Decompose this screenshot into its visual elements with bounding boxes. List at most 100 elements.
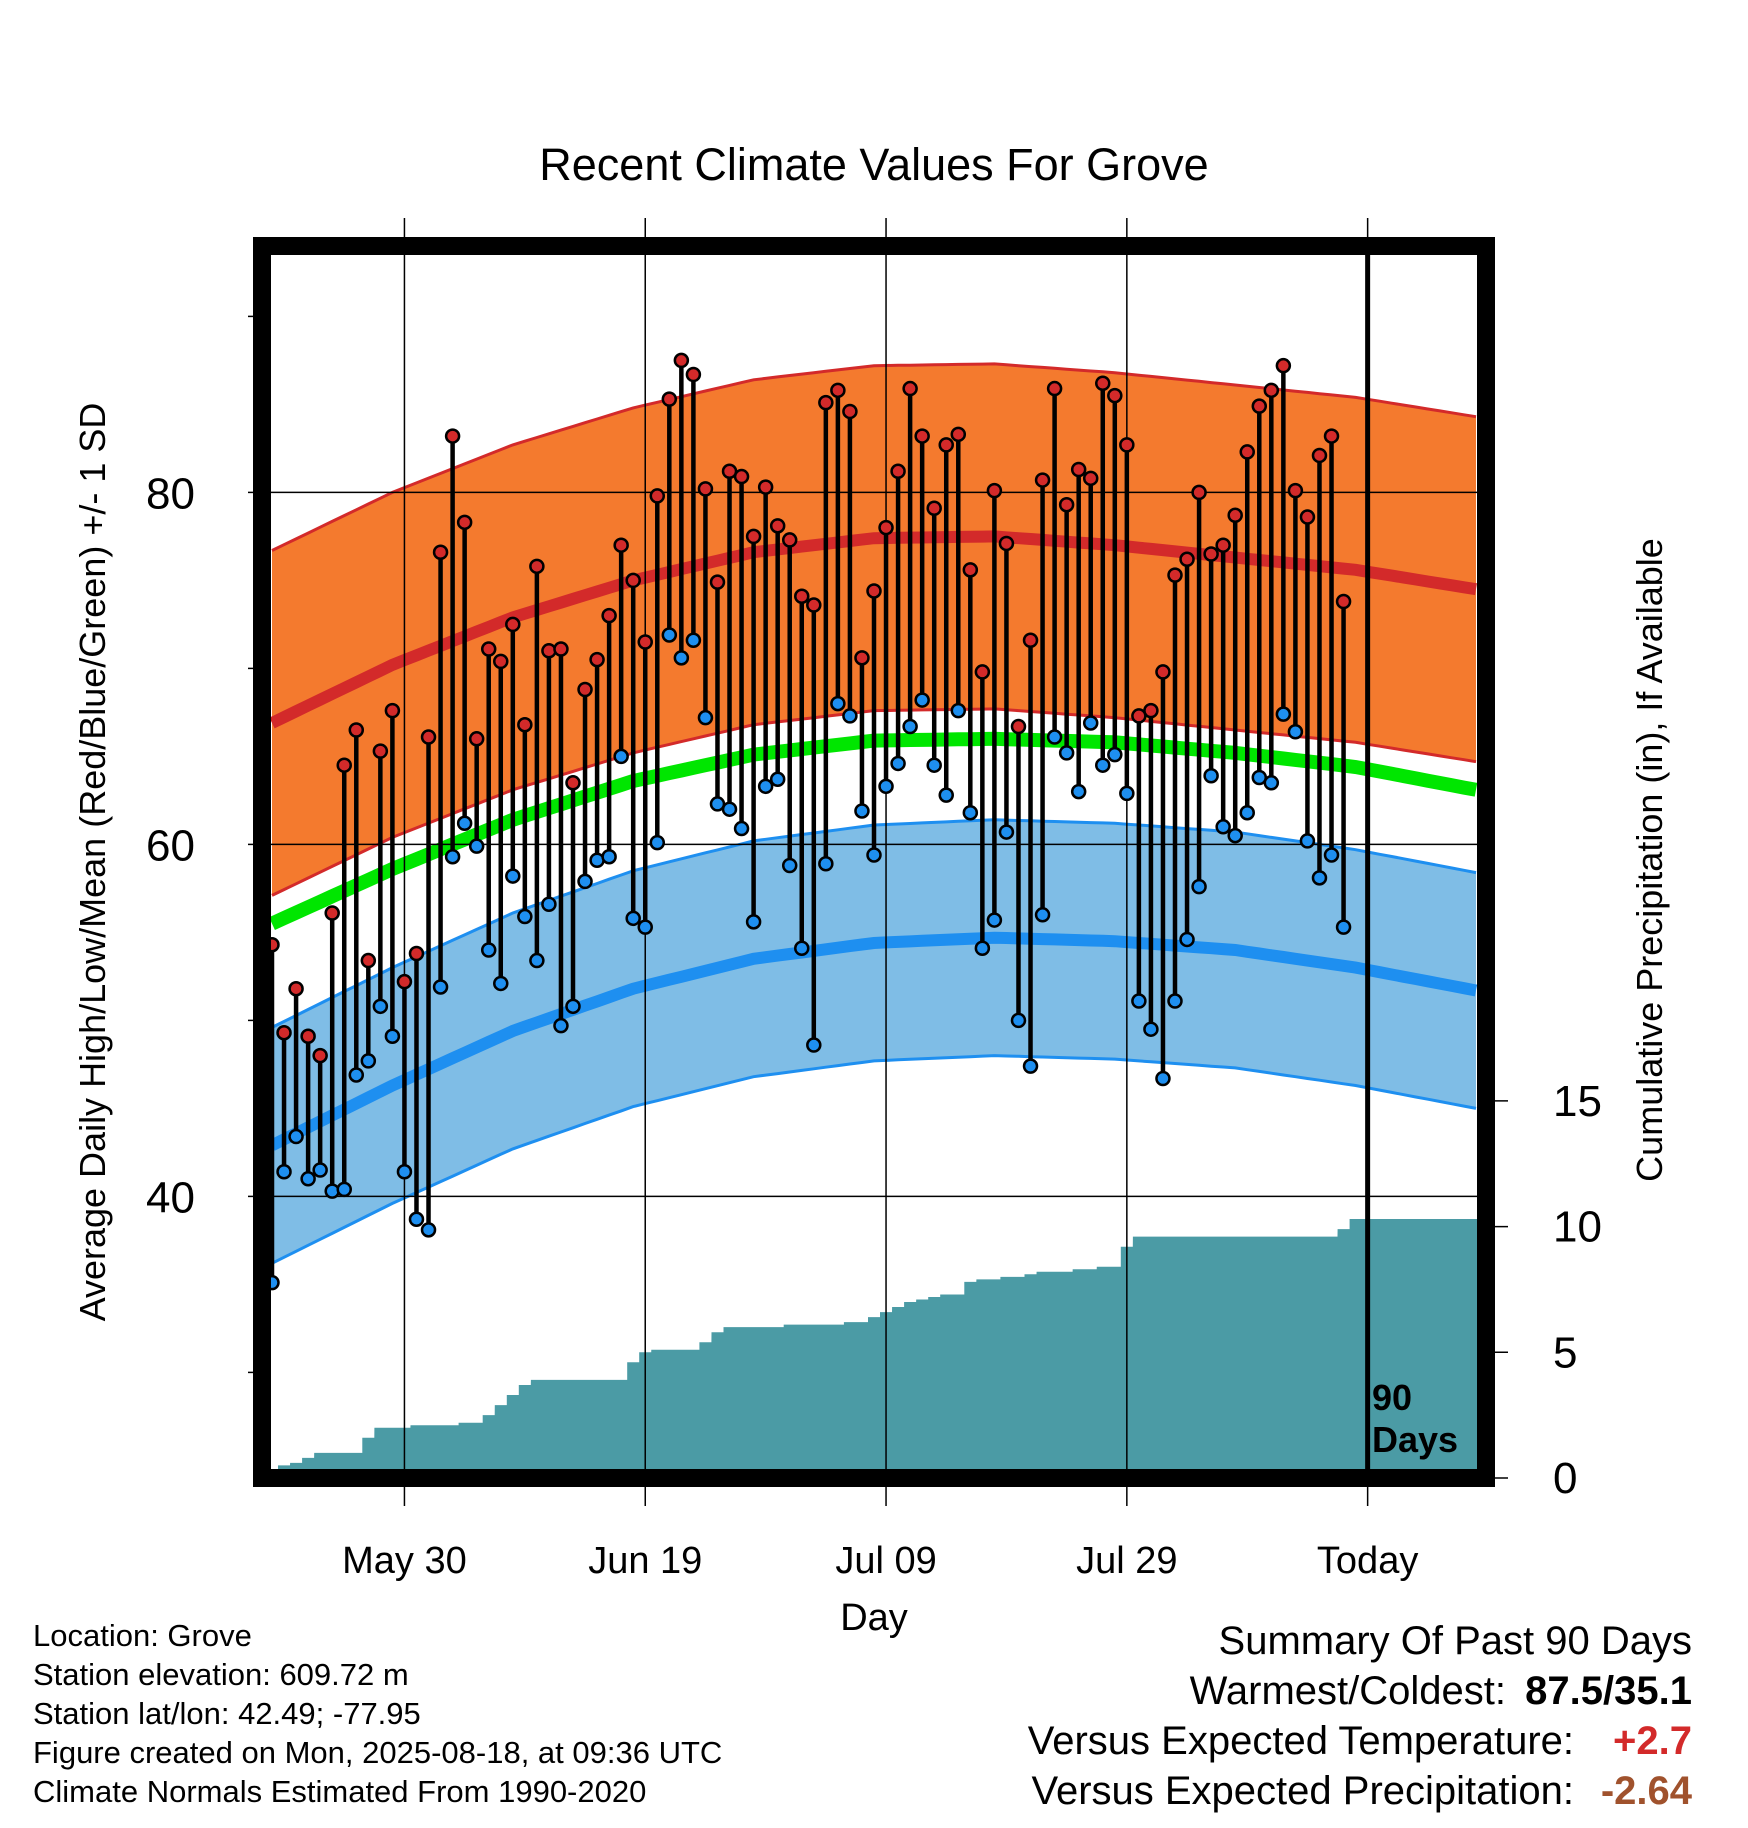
low-point	[757, 778, 774, 795]
high-point	[986, 482, 1003, 499]
high-point	[493, 653, 509, 670]
low-point	[456, 815, 473, 832]
high-point	[962, 562, 979, 578]
x-tick-label: Jun 19	[588, 1540, 702, 1582]
precip-label: Versus Expected Precipitation:	[1031, 1769, 1574, 1813]
high-point	[781, 532, 798, 548]
latlon-text: Station lat/lon: 42.49; -77.95	[33, 1696, 421, 1731]
created-text: Figure created on Mon, 2025-08-18, at 09…	[33, 1735, 723, 1770]
high-point	[577, 681, 593, 698]
y-tick-label: 40	[146, 1173, 195, 1222]
x-tick-label: May 30	[342, 1540, 467, 1582]
low-point	[276, 1164, 292, 1180]
low-point	[1082, 715, 1099, 731]
high-point	[842, 403, 858, 420]
low-point	[914, 692, 930, 708]
high-point	[1046, 380, 1063, 397]
high-point	[1215, 537, 1231, 553]
low-point	[962, 804, 979, 821]
low-point	[312, 1162, 328, 1178]
low-point	[661, 627, 678, 643]
low-point	[998, 824, 1015, 840]
y2-axis-label: Cumulative Precipitation (in), If Availa…	[1629, 538, 1670, 1182]
x-tick-label: Jul 29	[1076, 1540, 1177, 1582]
high-point	[1179, 551, 1195, 568]
normal-low-line	[269, 931, 1478, 1151]
station-info: Location: Grove Station elevation: 609.7…	[33, 1616, 722, 1811]
low-point	[1203, 768, 1219, 784]
high-point	[589, 651, 605, 668]
high-point	[1095, 375, 1111, 392]
axes: 40 60 80 0 5 10 15 May 30 Jun 19 Jul 09 Jul 29 Toda…	[146, 218, 1602, 1582]
high-point	[517, 716, 533, 733]
x-tick-label: Jul 09	[835, 1540, 936, 1582]
low-point	[384, 1028, 401, 1044]
high-point	[697, 481, 714, 497]
summary-temperature: Versus Expected Temperature: +2.7	[1028, 1716, 1692, 1766]
high-point	[974, 664, 991, 680]
low-point	[1119, 785, 1135, 802]
high-point	[1335, 593, 1352, 610]
high-point	[1070, 461, 1087, 478]
low-point	[745, 914, 762, 930]
y2-tick-label: 0	[1553, 1454, 1577, 1503]
high-point	[1275, 357, 1292, 374]
high-point	[854, 650, 870, 666]
low-point	[1070, 783, 1087, 800]
low-point	[432, 979, 449, 995]
high-point	[505, 616, 521, 633]
low-point	[1143, 1021, 1159, 1037]
high-point	[1010, 718, 1027, 735]
summary-warm-cold: Warmest/Coldest: 87.5/35.1	[1028, 1666, 1692, 1716]
high-point	[324, 905, 340, 921]
high-point	[468, 731, 485, 747]
x-tick-label: Today	[1317, 1540, 1418, 1582]
low-point	[818, 856, 834, 872]
high-point	[613, 537, 629, 553]
high-point	[1299, 509, 1316, 525]
low-point	[444, 848, 461, 865]
high-point	[456, 514, 473, 531]
low-point	[1095, 757, 1111, 773]
low-point	[974, 940, 991, 956]
high-point	[878, 519, 894, 536]
low-point	[468, 838, 485, 854]
high-point	[1082, 470, 1099, 487]
y2-tick-label: 10	[1553, 1203, 1602, 1252]
low-point	[1275, 706, 1292, 722]
high-point	[769, 518, 786, 534]
low-point	[1287, 724, 1304, 740]
low-point	[1263, 775, 1280, 791]
low-point	[1107, 746, 1123, 763]
high-point	[1227, 507, 1243, 524]
low-point	[830, 695, 846, 712]
high-point	[998, 535, 1015, 552]
low-point	[842, 708, 858, 724]
today-label-line2: Days	[1372, 1419, 1458, 1460]
low-point	[1179, 931, 1195, 948]
high-point	[276, 1024, 292, 1041]
high-point	[336, 757, 352, 773]
low-point	[493, 975, 509, 992]
low-point	[420, 1222, 437, 1238]
low-point	[372, 998, 389, 1015]
low-point	[1167, 993, 1183, 1009]
high-point	[384, 702, 401, 719]
y2-tick-label: 15	[1553, 1077, 1602, 1126]
high-point	[312, 1047, 328, 1064]
low-point	[408, 1211, 425, 1228]
low-point	[938, 787, 954, 803]
high-point	[1034, 472, 1051, 488]
low-point	[480, 942, 497, 958]
high-point	[408, 945, 425, 962]
location-text: Location: Grove	[33, 1618, 252, 1653]
high-point	[444, 428, 461, 444]
high-point	[830, 382, 846, 399]
high-point	[348, 722, 365, 738]
high-point	[432, 544, 449, 560]
low-point	[1046, 729, 1063, 745]
high-point	[1143, 702, 1159, 719]
today-label-line1: 90	[1372, 1377, 1412, 1418]
high-point	[926, 500, 942, 516]
